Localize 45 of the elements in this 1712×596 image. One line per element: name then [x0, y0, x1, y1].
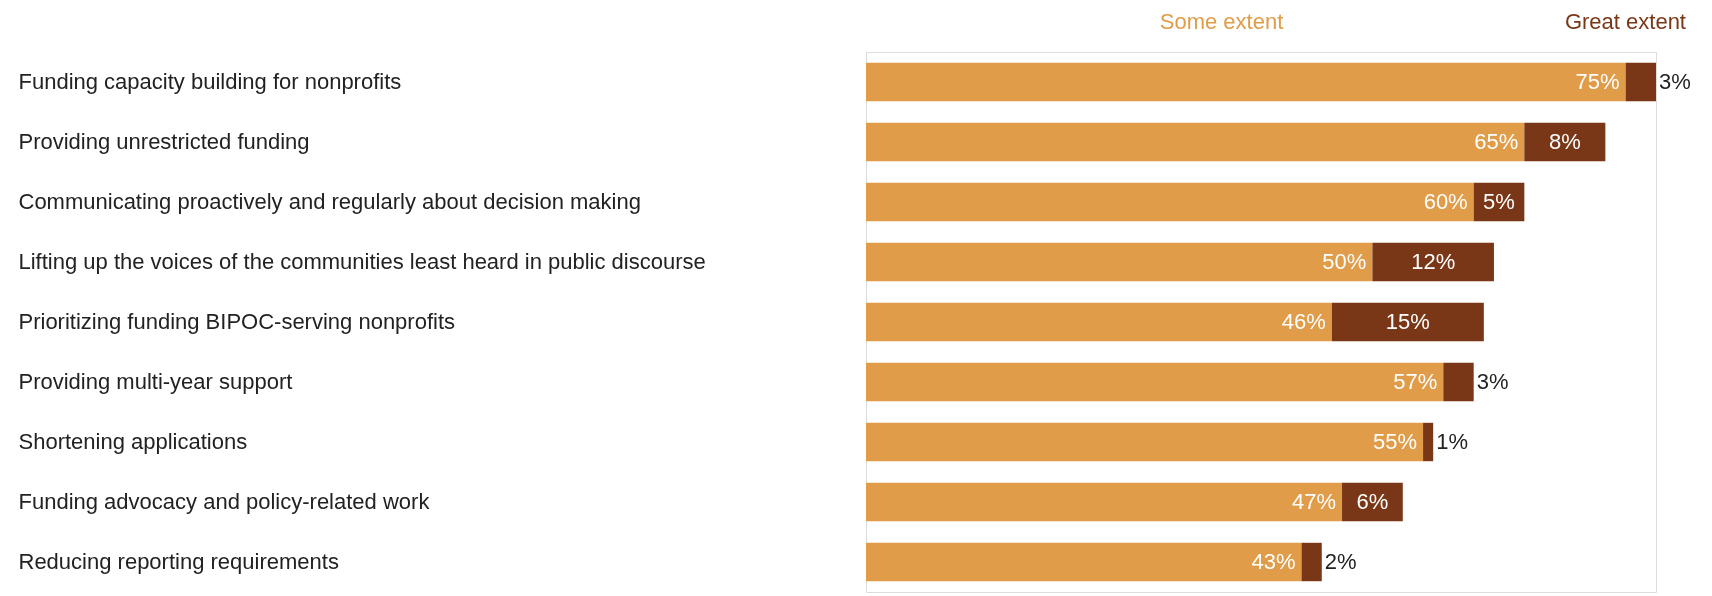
- bar: [1423, 422, 1434, 462]
- bar: [866, 242, 1373, 282]
- bar: [1524, 122, 1606, 162]
- bar: [866, 422, 1424, 462]
- data-label: 57%: [1393, 369, 1438, 394]
- data-label: 55%: [1373, 429, 1418, 454]
- data-label: 47%: [1291, 489, 1337, 514]
- bar: [866, 122, 1525, 162]
- y-tick-label: Lifting up the voices of the communities least heard in public discourse: [18, 249, 706, 274]
- data-label: 8%: [1548, 129, 1581, 154]
- y-tick-label: Funding advocacy and policy-related work: [18, 489, 431, 514]
- series-label: Great extent: [1564, 9, 1686, 34]
- data-label: 3%: [1659, 69, 1691, 94]
- bar: [866, 302, 1332, 342]
- bar: [866, 182, 1474, 222]
- data-label: 12%: [1411, 249, 1456, 274]
- y-tick-label: Providing multi-year support: [18, 369, 293, 394]
- y-tick-label: Reducing reporting requirements: [18, 549, 339, 574]
- data-label: 43%: [1251, 549, 1296, 574]
- data-label: 2%: [1324, 549, 1357, 574]
- y-tick-label: Communicating proactively and regularly about decision making: [18, 189, 641, 214]
- data-label: 15%: [1385, 309, 1430, 334]
- bar: [866, 362, 1444, 402]
- data-label: 1%: [1436, 429, 1468, 454]
- data-label: 65%: [1474, 129, 1519, 154]
- data-label: 75%: [1575, 69, 1620, 94]
- y-tick-label: Prioritizing funding BIPOC-serving nonprofits: [18, 309, 456, 334]
- bar: [1372, 242, 1494, 282]
- data-label: 3%: [1476, 369, 1509, 394]
- bar: [866, 62, 1626, 102]
- data-label: 5%: [1483, 189, 1515, 214]
- series-label: Some extent: [1159, 9, 1284, 34]
- bar: [866, 542, 1302, 582]
- bar: [1625, 62, 1656, 102]
- y-tick-label: Providing unrestricted funding: [18, 129, 310, 154]
- bar: [1443, 362, 1474, 402]
- bar: [1301, 542, 1322, 582]
- data-label: 50%: [1322, 249, 1367, 274]
- bar: [866, 482, 1343, 522]
- y-tick-label: Funding capacity building for nonprofits: [18, 69, 402, 94]
- data-label: 46%: [1281, 309, 1326, 334]
- data-label: 6%: [1356, 489, 1389, 514]
- bar: [1331, 302, 1484, 342]
- y-tick-label: Shortening applications: [18, 429, 248, 454]
- data-label: 60%: [1423, 189, 1468, 214]
